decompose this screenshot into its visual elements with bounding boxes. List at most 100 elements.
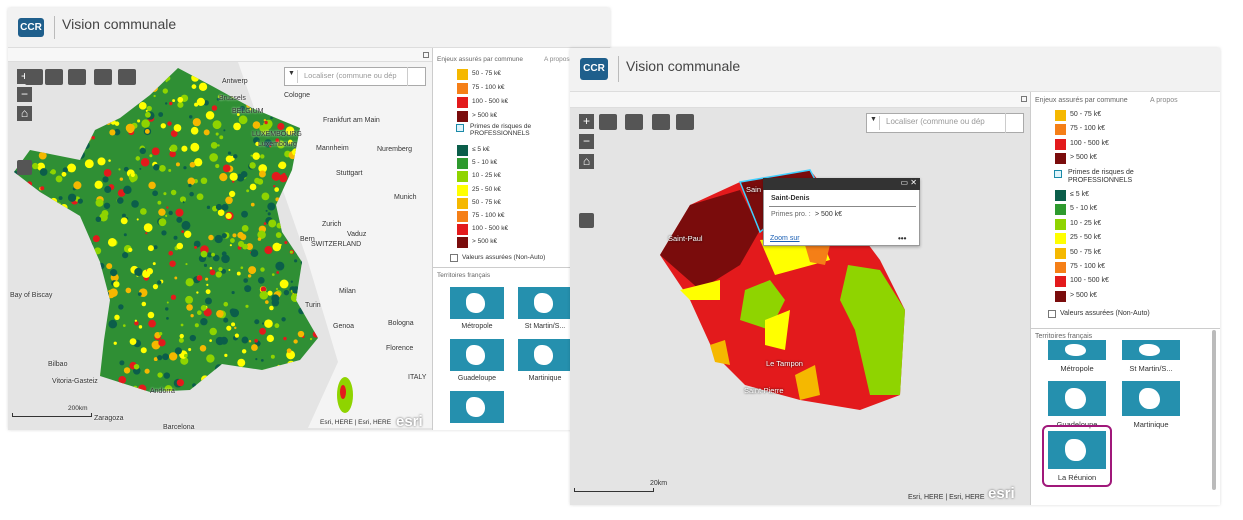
home-button[interactable]: ⌂ (17, 106, 32, 121)
commune (296, 379, 301, 384)
zoom-out-button[interactable]: − (17, 87, 32, 102)
tool-button[interactable] (625, 114, 643, 130)
popup-link[interactable]: Zoom sur (770, 235, 800, 242)
commune (148, 84, 156, 91)
commune (8, 387, 14, 395)
locate-button[interactable] (17, 160, 32, 175)
tool-button[interactable] (45, 69, 63, 85)
tool-button[interactable] (599, 114, 617, 130)
legend-label: 10 - 25 k€ (1070, 219, 1102, 227)
layer-checkbox[interactable] (1054, 170, 1062, 178)
search-box[interactable] (284, 67, 426, 86)
commune (309, 337, 313, 341)
map-label: SWITZERLAND (311, 241, 362, 248)
layer-checkbox[interactable] (456, 124, 464, 132)
search-box[interactable] (866, 113, 1024, 133)
commune (14, 373, 18, 383)
legend-swatch (1055, 290, 1066, 302)
commune (70, 272, 78, 280)
tool-button[interactable] (118, 69, 136, 85)
commune (145, 109, 148, 112)
locate-button[interactable] (579, 213, 594, 228)
popup-menu: ••• (898, 234, 907, 243)
commune (84, 159, 94, 169)
map-label: Saint-Pierre (744, 386, 784, 395)
commune (151, 390, 156, 392)
about-link[interactable]: A propos (1150, 97, 1178, 104)
commune (215, 163, 220, 169)
commune (162, 88, 168, 94)
commune (42, 99, 48, 104)
commune (172, 99, 176, 103)
commune (164, 102, 168, 105)
commune (103, 169, 112, 177)
commune (37, 303, 45, 312)
commune (160, 76, 165, 82)
tool-button[interactable] (94, 69, 112, 85)
commune (259, 378, 263, 382)
commune (290, 293, 300, 302)
commune (151, 147, 160, 156)
legend-label: ≤ 5 k€ (1070, 191, 1090, 198)
commune (175, 208, 184, 217)
legend-label: 75 - 100 k€ (1070, 263, 1106, 270)
tool-button[interactable] (25, 69, 43, 85)
tool-button[interactable] (676, 114, 694, 130)
search-input[interactable]: Localiser (commune ou dép (304, 71, 397, 80)
commune (210, 374, 213, 377)
map-label: Brussels (219, 95, 246, 102)
legend-label: 25 - 50 k€ (1070, 234, 1102, 242)
zoom-out-button[interactable]: − (579, 134, 594, 149)
other-checkbox[interactable] (1048, 310, 1056, 318)
commune (138, 91, 143, 95)
other-layer: Valeurs assurées (Non-Auto) (1060, 310, 1150, 317)
commune (312, 331, 318, 338)
legend-swatch (457, 171, 468, 183)
commune (267, 290, 273, 296)
search-button[interactable] (407, 67, 426, 86)
tool-button[interactable] (652, 114, 670, 130)
other-checkbox[interactable] (450, 254, 458, 262)
selected-thumb[interactable] (1042, 425, 1112, 487)
commune (277, 122, 285, 131)
commune (165, 79, 168, 83)
commune (163, 372, 171, 379)
tool-button[interactable] (68, 69, 86, 85)
commune (134, 319, 138, 322)
commune (228, 269, 231, 272)
map-label: Antwerp (222, 78, 248, 85)
commune (199, 383, 208, 392)
commune (119, 389, 127, 392)
commune (223, 317, 229, 323)
search-input[interactable]: Localiser (commune ou dép (886, 117, 985, 126)
commune (114, 121, 120, 126)
logo: CCR (18, 18, 44, 37)
zoom-in-button[interactable]: + (579, 114, 594, 129)
legend-label: 50 - 75 k€ (472, 70, 501, 77)
commune (120, 100, 126, 105)
commune (173, 124, 182, 132)
about-link[interactable]: A propos (544, 56, 570, 63)
commune (10, 175, 13, 178)
commune (98, 378, 103, 383)
map-label: Mannheim (316, 145, 349, 152)
search-dropdown[interactable]: ▼ (868, 116, 880, 130)
commune (106, 263, 113, 270)
home-button[interactable]: ⌂ (579, 154, 594, 169)
commune (15, 262, 20, 267)
commune (250, 154, 253, 157)
commune (60, 86, 65, 91)
popup-bar[interactable]: ▭ ✕ (763, 178, 920, 190)
commune (70, 337, 80, 347)
map-label: Barcelona (163, 424, 195, 431)
commune (232, 180, 235, 183)
search-dropdown[interactable]: ▼ (286, 70, 298, 83)
search-button[interactable] (1005, 113, 1024, 133)
commune (323, 349, 325, 351)
legend-label: 75 - 100 k€ (472, 212, 505, 219)
map-label: Bilbao (48, 361, 68, 368)
commune (228, 190, 236, 198)
commune (140, 347, 147, 354)
commune (261, 192, 270, 201)
